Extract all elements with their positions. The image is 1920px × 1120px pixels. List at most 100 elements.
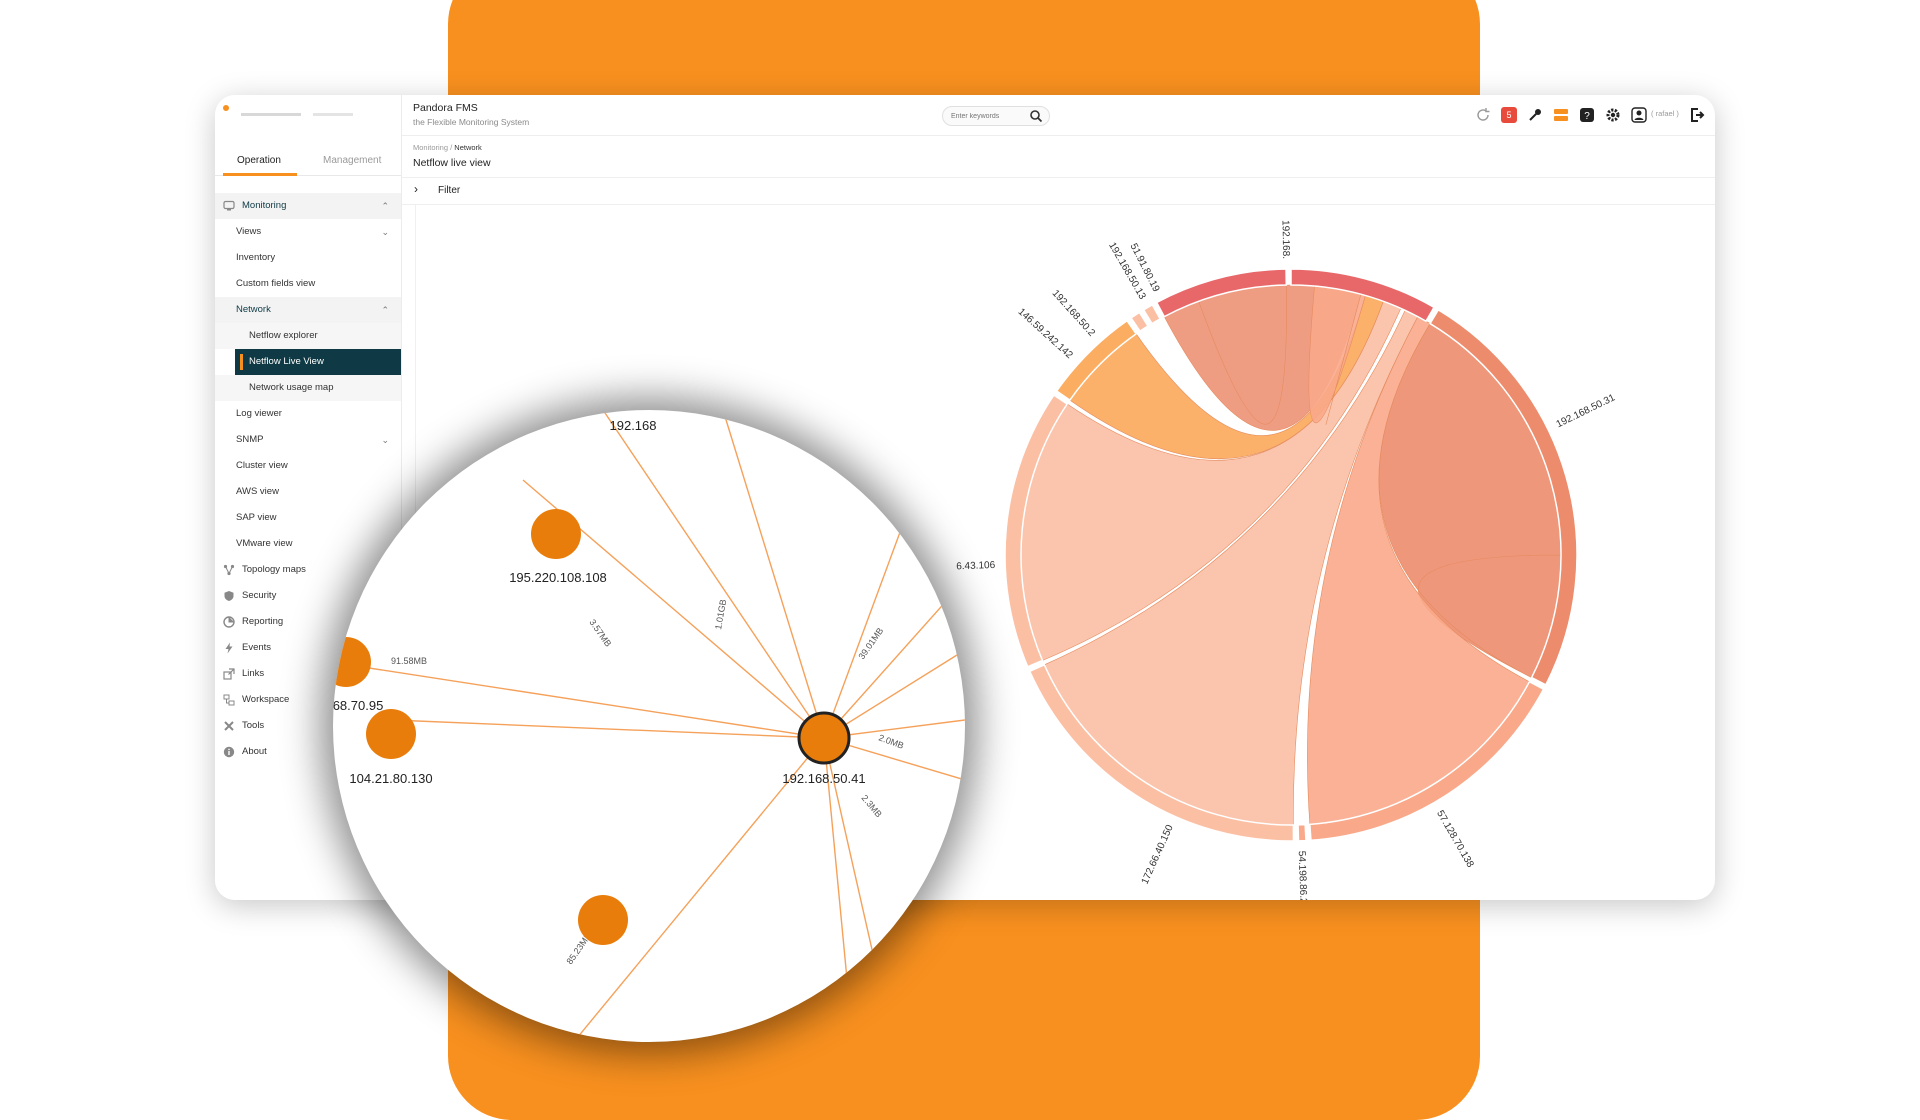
breadcrumb: Monitoring / Network — [413, 143, 482, 152]
sidebar-item-events[interactable]: Events — [215, 635, 401, 661]
sidebar-item-label: Network — [236, 304, 271, 315]
refresh-icon[interactable] — [1475, 107, 1491, 123]
sidebar-item-custom-fields-view[interactable]: Custom fields view — [215, 271, 401, 297]
graph-edge — [823, 579, 965, 739]
sidebar-item-network[interactable]: Network ⌃ — [215, 297, 401, 323]
graph-node[interactable] — [366, 709, 416, 759]
breadcrumb-parent[interactable]: Monitoring — [413, 143, 449, 152]
server-icon[interactable] — [1553, 107, 1569, 123]
chevron-right-icon[interactable]: › — [414, 182, 418, 196]
chord-arc[interactable] — [1155, 268, 1288, 318]
sidebar-item-vmware-view[interactable]: VMware view — [215, 531, 401, 557]
sidebar-item-label: VMware view — [236, 538, 293, 549]
gear-icon[interactable] — [1605, 107, 1621, 123]
sidebar-item-label: Netflow Live View — [249, 356, 324, 367]
breadcrumb-current[interactable]: Network — [454, 143, 482, 152]
sidebar-item-inventory[interactable]: Inventory — [215, 245, 401, 271]
app-subtitle: the Flexible Monitoring System — [413, 117, 530, 127]
sidebar-item-label: Security — [242, 590, 277, 601]
sidebar-item-aws-view[interactable]: AWS view — [215, 479, 401, 505]
sidebar-item-label: Tools — [242, 720, 265, 731]
search-box — [942, 106, 1050, 126]
chevron-down-icon[interactable]: ⌄ — [381, 227, 389, 237]
search-icon[interactable] — [1029, 109, 1043, 123]
sidebar-item-security[interactable]: Security — [215, 583, 401, 609]
sidebar-item-netflow-explorer[interactable]: Netflow explorer — [215, 323, 401, 349]
sidebar-item-cluster-view[interactable]: Cluster view — [215, 453, 401, 479]
edge-label: 2.0MB — [877, 732, 905, 750]
chord-arc[interactable] — [1004, 394, 1069, 668]
sidebar-item-sap-view[interactable]: SAP view — [215, 505, 401, 531]
notification-badge[interactable]: 5 — [1501, 107, 1517, 123]
sidebar-item-netflow-live-view[interactable]: Netflow Live View — [235, 349, 401, 375]
tab-management[interactable]: Management — [323, 155, 382, 166]
chord-label: 192.168.50.31 — [1555, 392, 1618, 430]
chevron-down-icon[interactable]: ⌄ — [381, 435, 389, 445]
chord-arc[interactable] — [1130, 311, 1149, 333]
magnifier-lens: 3.57MB 91.58MB 1.01GB 39.01MB 2.0MB 2.3MB 85.2… — [333, 410, 965, 1042]
filter-toggle[interactable]: Filter — [438, 185, 461, 196]
chord-label: 146.59.242.142 — [1016, 306, 1075, 361]
chord-arc[interactable] — [1055, 319, 1138, 402]
sidebar-item-label: Topology maps — [242, 564, 306, 575]
edge-label: 91.58MB — [391, 656, 427, 666]
edge-label: 3.57MB — [587, 617, 613, 648]
sidebar-item-reporting[interactable]: Reporting — [215, 609, 401, 635]
sidebar-item-label: Custom fields view — [236, 278, 316, 289]
graph-node[interactable] — [531, 509, 581, 559]
shield-icon — [224, 591, 234, 601]
sidebar-item-tools[interactable]: Tools — [215, 713, 401, 739]
sidebar-item-monitoring[interactable]: Monitoring ⌃ — [215, 193, 401, 219]
graph-node-label: 68.70.95 — [333, 698, 383, 713]
chord-arc[interactable] — [1429, 308, 1578, 686]
sidebar-item-views[interactable]: Views ⌄ — [215, 219, 401, 245]
workspace-icon — [223, 694, 235, 706]
sidebar-item-network-usage-map[interactable]: Network usage map — [215, 375, 401, 401]
graph-node-label: 195.220.108.108 — [509, 570, 607, 585]
graph-edge — [342, 663, 825, 739]
search-input[interactable] — [949, 109, 1029, 124]
chart-area: 192.168.50.31 57.128.70.138 54.198.86.24 17… — [415, 205, 1709, 900]
page-title: Netflow live view — [413, 157, 491, 169]
sidebar-item-label: Monitoring — [242, 200, 287, 211]
header-actions: 5 ? ( rafael ) — [1467, 107, 1707, 125]
sidebar-item-topology-maps[interactable]: Topology maps — [215, 557, 401, 583]
chord-arc[interactable] — [1309, 680, 1545, 842]
sidebar-item-snmp[interactable]: SNMP ⌄ — [215, 427, 401, 453]
edge-label: 39.01MB — [856, 626, 885, 661]
user-icon[interactable] — [1631, 107, 1647, 123]
link-icon — [223, 668, 235, 680]
chord-arc[interactable] — [1142, 303, 1162, 325]
sidebar-item-label: AWS view — [236, 486, 279, 497]
sidebar-item-about[interactable]: About — [215, 739, 401, 765]
logout-icon[interactable] — [1689, 107, 1705, 123]
sidebar-item-label: Network usage map — [249, 382, 334, 393]
sidebar-item-links[interactable]: Links — [215, 661, 401, 687]
graph-node[interactable] — [578, 895, 628, 945]
sidebar-item-label: SNMP — [236, 434, 264, 445]
chevron-up-icon[interactable]: ⌃ — [381, 305, 389, 315]
chord-arc[interactable] — [1028, 663, 1295, 842]
wrench-icon[interactable] — [1527, 107, 1543, 123]
sidebar-item-log-viewer[interactable]: Log viewer — [215, 401, 401, 427]
sidebar-item-label: Netflow explorer — [249, 330, 318, 341]
graph-edge — [602, 410, 825, 739]
help-icon[interactable]: ? — [1579, 107, 1595, 123]
graph-node[interactable] — [333, 637, 371, 687]
chord-arc[interactable] — [1297, 823, 1307, 842]
chord-arc[interactable] — [1290, 268, 1436, 323]
sidebar-item-label: Cluster view — [236, 460, 288, 471]
sidebar-item-label: Log viewer — [236, 408, 282, 419]
filter-bar[interactable]: › Filter — [402, 177, 1715, 205]
graph-center-node[interactable] — [797, 711, 851, 765]
monitor-icon — [223, 200, 235, 211]
chevron-up-icon[interactable]: ⌃ — [381, 201, 389, 211]
sidebar-item-workspace[interactable]: Workspace — [215, 687, 401, 713]
user-name[interactable]: ( rafael ) — [1651, 109, 1679, 118]
tab-operation[interactable]: Operation — [237, 155, 281, 166]
app-name: Pandora FMS — [413, 102, 478, 114]
sidebar-item-label: Links — [242, 668, 265, 679]
sidebar-tabs: Operation Management — [215, 147, 401, 176]
chord-diagram: 192.168.50.31 57.128.70.138 54.198.86.24 17… — [956, 220, 1618, 900]
sidebar-item-label: Inventory — [236, 252, 276, 263]
